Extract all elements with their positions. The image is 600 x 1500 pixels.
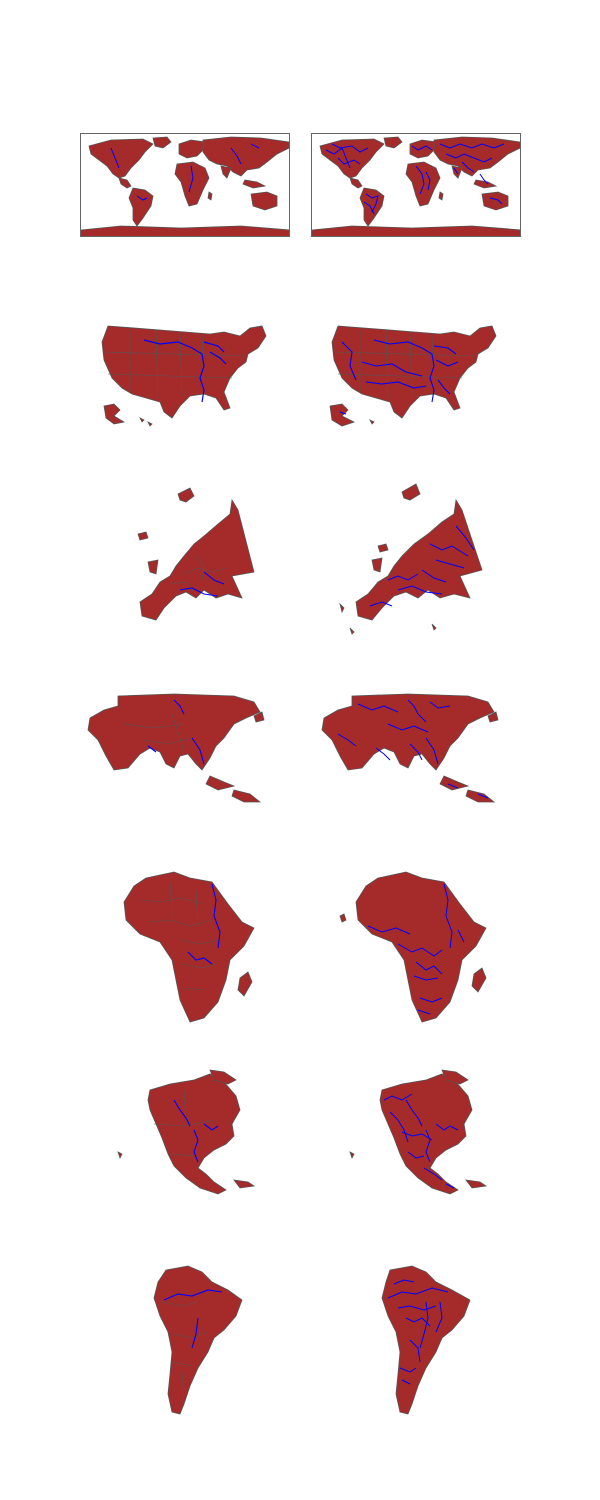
world-map-detailed-svg (312, 136, 520, 236)
usa-map-detailed-rivers (329, 325, 497, 427)
north-america-map-detailed-rivers (349, 1069, 488, 1195)
asia-map-detailed-rivers (321, 693, 499, 803)
world-map-svg (81, 136, 289, 236)
europe-map-major-rivers (137, 487, 255, 621)
south-america-map-detailed-rivers (381, 1265, 471, 1415)
south-america-map-major-rivers (153, 1265, 243, 1415)
world-map-detailed-rivers (311, 133, 521, 237)
europe-map-detailed-rivers (339, 483, 483, 635)
asia-map-major-rivers (87, 693, 265, 803)
usa-map-major-rivers (101, 325, 267, 427)
africa-map-major-rivers (123, 871, 255, 1023)
world-map-major-rivers (80, 133, 290, 237)
north-america-map-major-rivers (117, 1069, 256, 1195)
africa-map-detailed-rivers (339, 871, 487, 1023)
